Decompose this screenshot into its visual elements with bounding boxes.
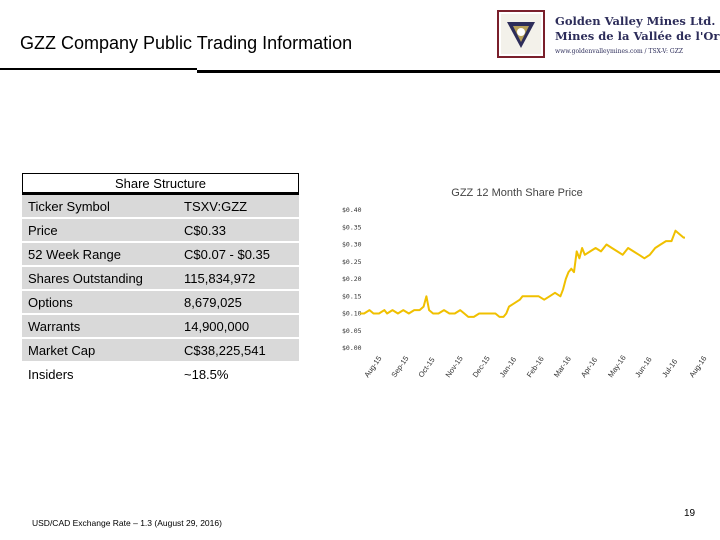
row-value: 115,834,972 [184,271,256,286]
row-label: 52 Week Range [28,247,121,262]
x-tick-label: Aug-15 [362,354,383,379]
row-value: C$0.07 - $0.35 [184,247,271,262]
x-tick-label: Nov-15 [444,354,465,379]
table-row: Warrants 14,900,000 [22,315,299,339]
x-tick-label: Aug-16 [687,354,708,379]
x-tick-label: Jan-16 [498,355,519,379]
row-label: Insiders [28,367,74,382]
row-value: TSXV:GZZ [184,199,248,214]
price-line [360,229,685,318]
title-underline-left [0,68,197,70]
x-tick-label: May-16 [606,353,628,379]
table-row: 52 Week Range C$0.07 - $0.35 [22,243,299,267]
table-row: Market Cap C$38,225,541 [22,339,299,363]
y-tick-label: $0.00 [342,344,362,352]
title-underline-right [197,70,720,73]
exchange-rate-note: USD/CAD Exchange Rate – 1.3 (August 29, … [32,518,222,528]
y-tick-label: $0.15 [342,292,362,300]
y-tick-label: $0.40 [342,206,362,214]
y-tick-label: $0.20 [342,275,362,283]
x-tick-label: Apr-16 [579,356,599,380]
x-tick-label: Jul-16 [660,357,679,379]
table-row: Price C$0.33 [22,219,299,243]
logo-emblem-icon [497,10,545,58]
x-axis-ticks: Aug-15 Sep-15 Oct-15 Nov-15 Dec-15 Jan-16 Feb-… [362,353,708,379]
chart-title: GZZ 12 Month Share Price [451,187,582,199]
y-tick-label: $0.30 [342,241,362,249]
row-label: Shares Outstanding [28,271,143,286]
y-tick-label: $0.25 [342,258,362,266]
share-price-chart: GZZ 12 Month Share Price $0.00 $0.05 $0.10… [342,187,709,379]
row-value: C$38,225,541 [184,343,266,358]
y-axis-ticks: $0.00 $0.05 $0.10 $0.15 $0.20 $0.25 $0.30 $0.35… [342,206,362,352]
row-value: ~18.5% [184,367,229,382]
x-tick-label: Sep-15 [389,354,410,379]
y-tick-label: $0.10 [342,310,362,318]
x-tick-label: Dec-15 [471,354,492,379]
share-structure-table: Share Structure Ticker Symbol TSXV:GZZ P… [22,173,299,387]
logo-name-en: Golden Valley Mines Ltd. [555,14,716,28]
table-row: Shares Outstanding 115,834,972 [22,267,299,291]
chart-series [360,229,685,318]
row-value: 8,679,025 [184,295,242,310]
company-logo: Golden Valley Mines Ltd. Mines de la Val… [497,10,720,60]
row-value: 14,900,000 [184,319,250,334]
page-number: 19 [684,508,696,519]
logo-name-fr: Mines de la Vallée de l'Or ltée [555,29,720,43]
x-tick-label: Jun-16 [633,355,654,379]
row-label: Price [28,223,58,238]
row-label: Ticker Symbol [28,199,110,214]
page-title: GZZ Company Public Trading Information [20,33,353,53]
y-tick-label: $0.05 [342,327,362,335]
table-row: Options 8,679,025 [22,291,299,315]
x-tick-label: Oct-15 [416,356,436,380]
table-row: Insiders ~18.5% [22,363,299,387]
row-label: Warrants [28,319,81,334]
table-row: Ticker Symbol TSXV:GZZ [22,195,299,219]
x-tick-label: Mar-16 [552,355,573,380]
row-label: Market Cap [28,343,96,358]
x-tick-label: Feb-16 [525,355,546,380]
share-structure-heading: Share Structure [22,173,299,195]
row-value: C$0.33 [184,223,226,238]
row-label: Options [28,295,73,310]
y-tick-label: $0.35 [342,223,362,231]
logo-url: www.goldenvalleymines.com / TSX-V: GZZ [555,48,684,55]
